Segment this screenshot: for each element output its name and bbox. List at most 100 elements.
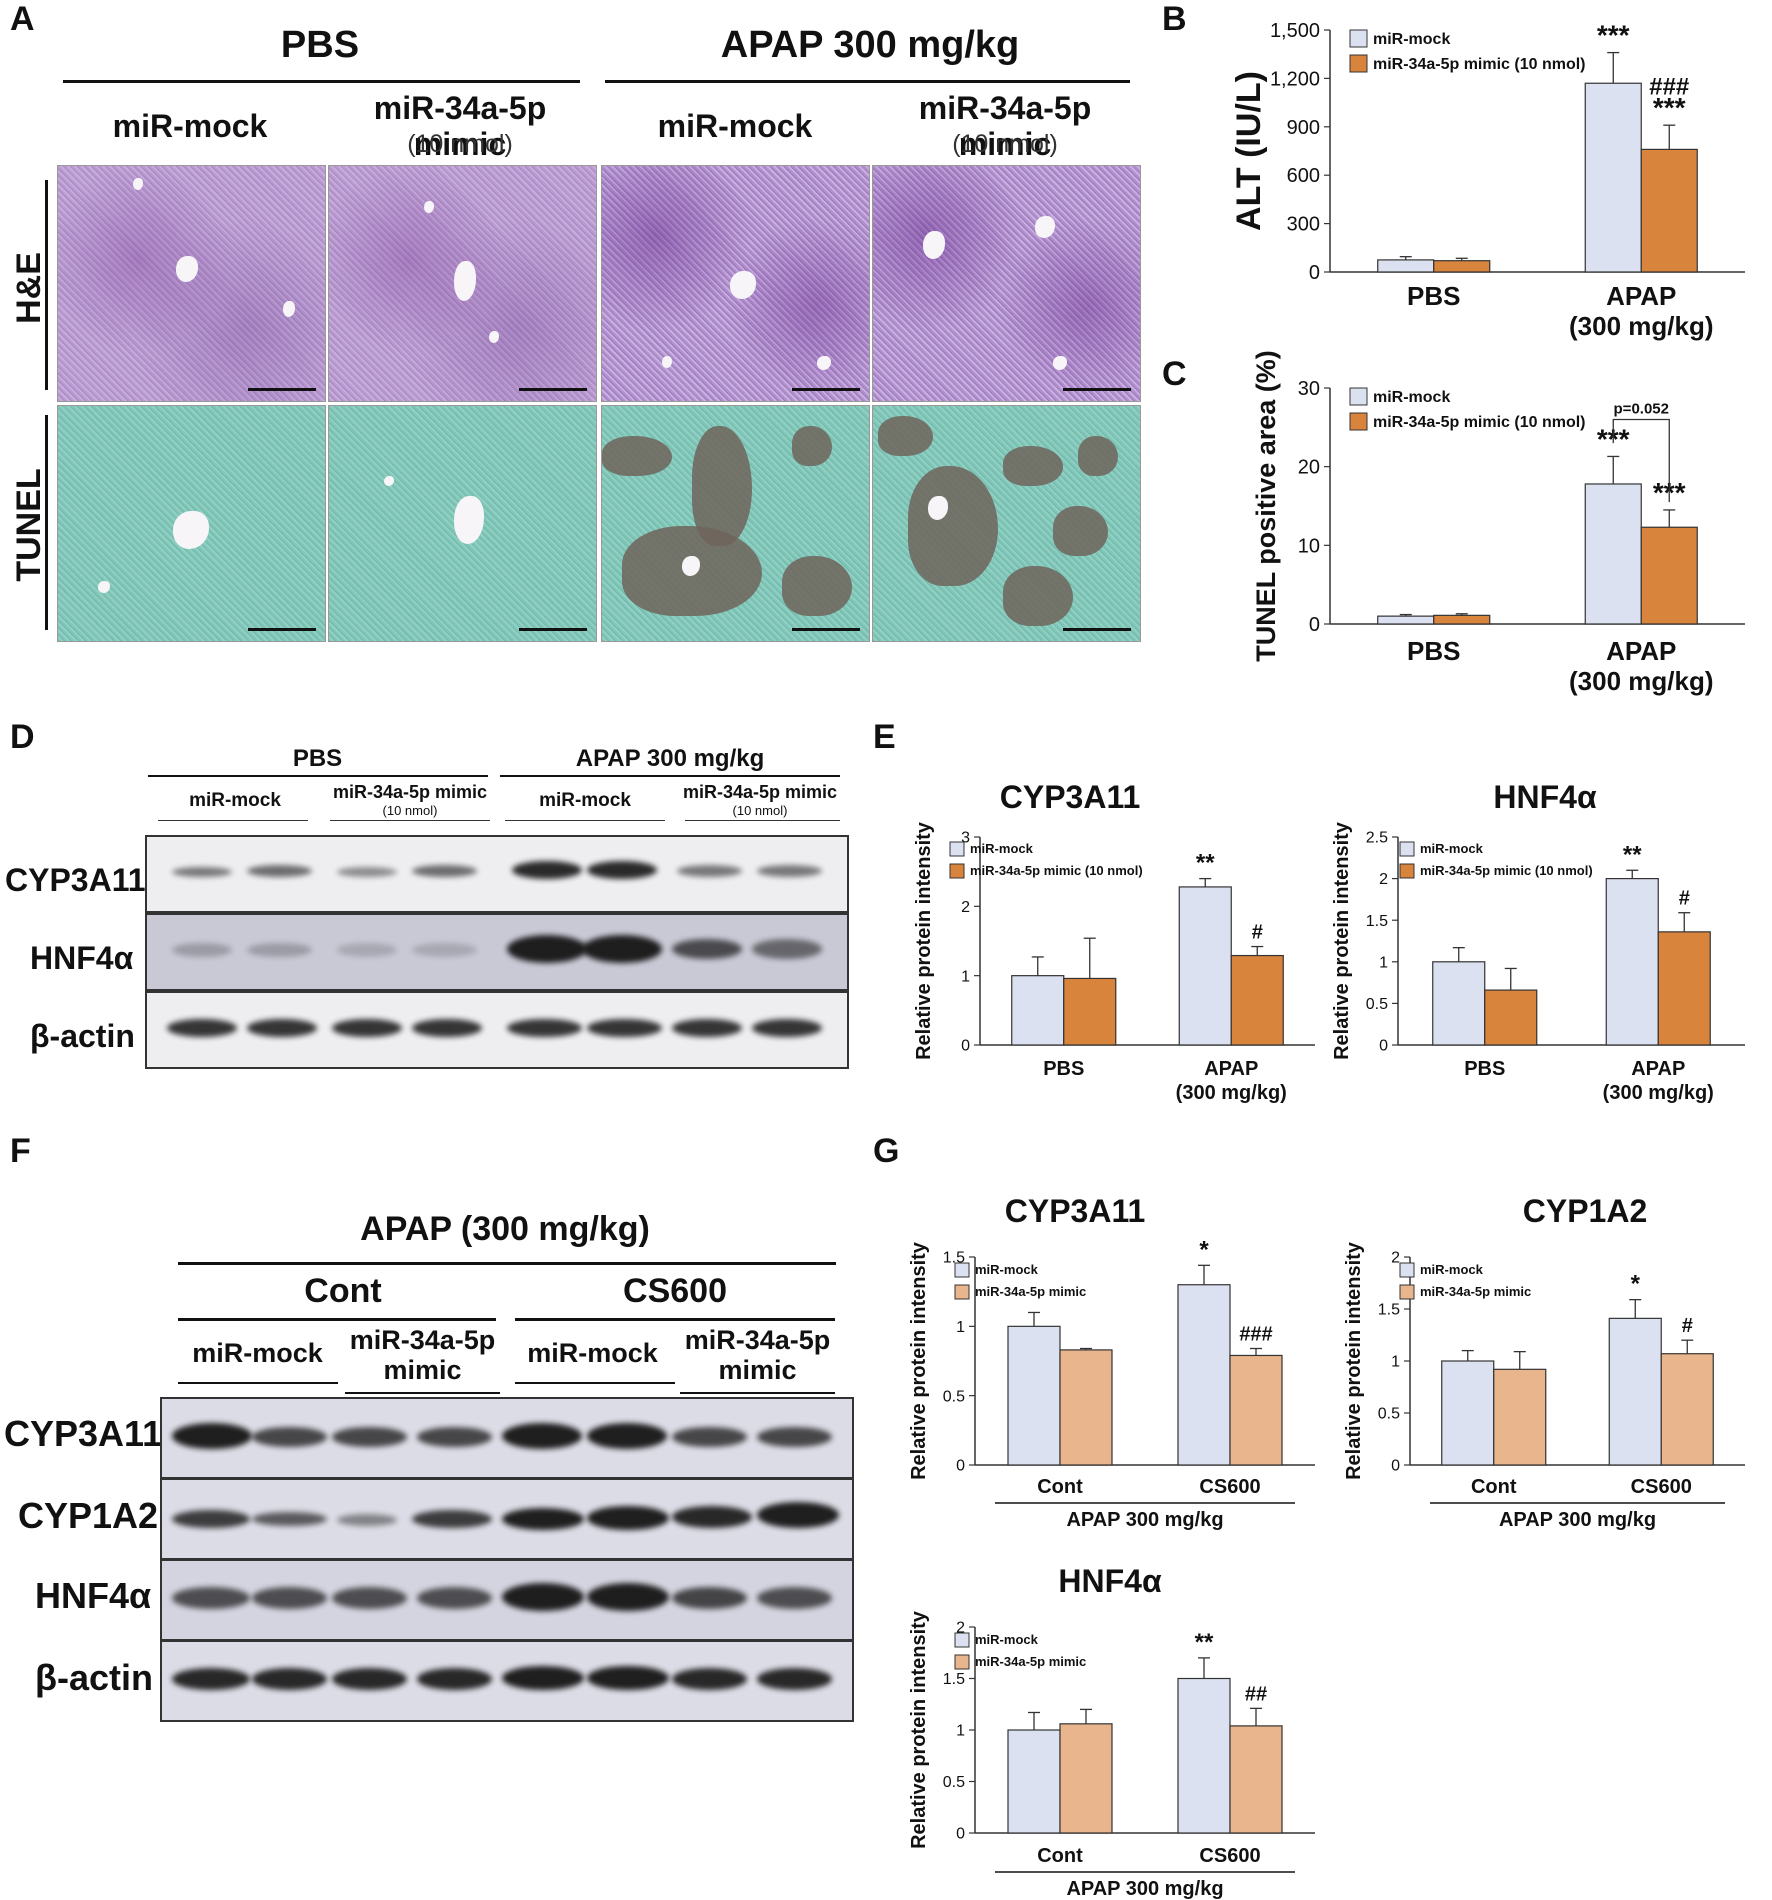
chart-b-legend-swatch bbox=[1349, 29, 1368, 48]
blot-d-subline-2 bbox=[330, 820, 490, 821]
tunel-image-apap-mock bbox=[601, 405, 870, 642]
chart-g1-ytick-label: 0 bbox=[956, 1458, 965, 1475]
chart-c-bar bbox=[1640, 526, 1698, 625]
chart-g3-title: HNF4α bbox=[1058, 1563, 1162, 1599]
blot-f-strip-hnf4a bbox=[160, 1559, 854, 1641]
blot-d-group-apap: APAP 300 mg/kg bbox=[575, 745, 765, 772]
chart-b-ytick-label: 1,200 bbox=[1270, 68, 1320, 90]
chart-g1-legend-swatch bbox=[954, 1284, 970, 1300]
chart-b-legend-label: miR-34a-5p mimic (10 nmol) bbox=[1373, 56, 1586, 73]
blot-d-col-mimic-2: miR-34a-5p mimic bbox=[682, 782, 838, 802]
tunel-image-pbs-mimic bbox=[328, 405, 597, 642]
hist-group-line-apap bbox=[605, 80, 1130, 83]
chart-e2-ytick-label: 2.5 bbox=[1366, 830, 1388, 847]
chart-g1-category-label: Cont bbox=[1037, 1476, 1083, 1498]
chart-g1-annotation: * bbox=[1199, 1236, 1209, 1263]
blot-f-strip-cyp1a2 bbox=[160, 1478, 854, 1560]
blot-f-group-cont: Cont bbox=[304, 1272, 382, 1310]
panel-label-a: A bbox=[10, 0, 35, 38]
chart-b-bar bbox=[1584, 82, 1642, 273]
chart-e1-category-label: APAP bbox=[1204, 1058, 1258, 1080]
chart-e2-ytick-label: 1.5 bbox=[1366, 913, 1388, 930]
chart-c-category-label: APAP bbox=[1606, 636, 1676, 666]
chart-e2-ylabel: Relative protein intensity bbox=[1331, 821, 1353, 1060]
chart-g1-legend-swatch bbox=[954, 1262, 970, 1278]
blot-d-group-pbs: PBS bbox=[292, 745, 343, 772]
chart-e1-ylabel: Relative protein intensity bbox=[913, 821, 935, 1060]
chart-b-category-label: PBS bbox=[1407, 281, 1460, 311]
chart-g3-annotation: ## bbox=[1245, 1683, 1267, 1705]
chart-e1-category-label: (300 mg/kg) bbox=[1176, 1082, 1287, 1104]
chart-c-ytick-label: 0 bbox=[1309, 614, 1320, 636]
chart-g2-title: CYP1A2 bbox=[1523, 1193, 1648, 1229]
chart-b-annotation: ### bbox=[1649, 73, 1689, 100]
chart-c-legend-swatch bbox=[1349, 387, 1368, 406]
hist-group-apap: APAP 300 mg/kg bbox=[720, 24, 1020, 66]
blot-f-col-mimic-1b: mimic bbox=[383, 1355, 462, 1385]
chart-c-ytick-label: 30 bbox=[1298, 378, 1320, 400]
chart-g2-annotation: * bbox=[1631, 1271, 1641, 1298]
chart-g1-bar bbox=[1177, 1284, 1231, 1466]
panel-label-d: D bbox=[10, 718, 35, 756]
blot-f-subline-4 bbox=[680, 1392, 835, 1394]
blot-f-col-mock-2: miR-mock bbox=[527, 1338, 658, 1368]
blot-f-title-line bbox=[178, 1262, 836, 1265]
blot-d-strip-cyp3a11 bbox=[145, 835, 849, 913]
blot-d-strip-hnf4a bbox=[145, 913, 849, 991]
chart-e2-annotation: # bbox=[1679, 888, 1690, 910]
chart-e1-legend-label: miR-34a-5p mimic (10 nmol) bbox=[970, 863, 1143, 878]
hist-group-line-pbs bbox=[63, 80, 580, 83]
chart-e1-category-label: PBS bbox=[1043, 1058, 1084, 1080]
chart-e2-category-label: APAP bbox=[1631, 1058, 1685, 1080]
blot-d-col-mock-1: miR-mock bbox=[189, 790, 281, 811]
blot-f-line-cs600 bbox=[515, 1318, 835, 1321]
chart-c-legend-label: miR-mock bbox=[1373, 389, 1450, 406]
chart-g3-annotation: ** bbox=[1195, 1629, 1214, 1656]
chart-e1-bar bbox=[1011, 975, 1065, 1046]
chart-g3-legend-label: miR-34a-5p mimic bbox=[975, 1654, 1086, 1669]
chart-b-ytick-label: 300 bbox=[1287, 214, 1320, 236]
chart-g3-ytick-label: 0 bbox=[956, 1826, 965, 1843]
chart-b-ytick-label: 900 bbox=[1287, 117, 1320, 139]
chart-e2-bar bbox=[1432, 961, 1486, 1046]
chart-g3-xgroup-label: APAP 300 mg/kg bbox=[1066, 1878, 1223, 1900]
chart-g3-ytick-label: 2 bbox=[956, 1620, 965, 1637]
chart-c-category-label: PBS bbox=[1407, 636, 1460, 666]
chart-g3-bar bbox=[1059, 1723, 1113, 1834]
chart-g1-category-label: CS600 bbox=[1199, 1476, 1260, 1498]
chart-e1-bar bbox=[1230, 954, 1284, 1046]
chart-b-ylabel: ALT (IU/L) bbox=[1230, 71, 1268, 231]
blot-d-col-mimic-dose-1: (10 nmol) bbox=[382, 803, 438, 818]
chart-e2-bar bbox=[1605, 877, 1659, 1046]
chart-g2-category-label: CS600 bbox=[1631, 1476, 1692, 1498]
chart-g2-ylabel: Relative protein intensity bbox=[1343, 1241, 1365, 1480]
chart-g2-ytick-label: 0 bbox=[1391, 1458, 1400, 1475]
panel-label-b: B bbox=[1162, 0, 1187, 38]
blot-d-subline-3 bbox=[505, 820, 665, 821]
blot-f-col-mock-1: miR-mock bbox=[192, 1338, 323, 1368]
blot-d-subline-4 bbox=[685, 820, 840, 821]
blot-d-label-hnf4a: HNF4α bbox=[30, 940, 134, 976]
chart-e2-ytick-label: 0.5 bbox=[1366, 996, 1388, 1013]
chart-b-ytick-label: 600 bbox=[1287, 165, 1320, 187]
chart-c-bar bbox=[1433, 614, 1491, 625]
blot-f-group-cs600: CS600 bbox=[623, 1272, 727, 1310]
chart-g1-bar bbox=[1007, 1325, 1061, 1466]
chart-g2-annotation: # bbox=[1682, 1315, 1693, 1337]
chart-e1-title: CYP3A11 bbox=[1000, 779, 1141, 815]
hist-col-mock-2: miR-mock bbox=[657, 108, 813, 144]
chart-g3-ylabel: Relative protein intensity bbox=[908, 1610, 930, 1849]
row-line-he bbox=[45, 180, 48, 390]
chart-e1-ytick-label: 1 bbox=[961, 968, 970, 985]
chart-e2-ytick-label: 0 bbox=[1379, 1038, 1388, 1055]
chart-g2-ytick-label: 2 bbox=[1391, 1250, 1400, 1267]
chart-b-annotation: *** bbox=[1597, 20, 1630, 51]
chart-g1-legend-label: miR-mock bbox=[975, 1262, 1039, 1277]
chart-e2-ytick-label: 2 bbox=[1379, 871, 1388, 888]
chart-g3-bar bbox=[1177, 1677, 1231, 1834]
chart-g1-bar bbox=[1059, 1349, 1113, 1466]
blot-f-label-cyp1a2: CYP1A2 bbox=[18, 1495, 159, 1536]
blot-d-col-mimic-1: miR-34a-5p mimic bbox=[332, 782, 488, 802]
chart-e2-legend-label: miR-34a-5p mimic (10 nmol) bbox=[1420, 863, 1593, 878]
